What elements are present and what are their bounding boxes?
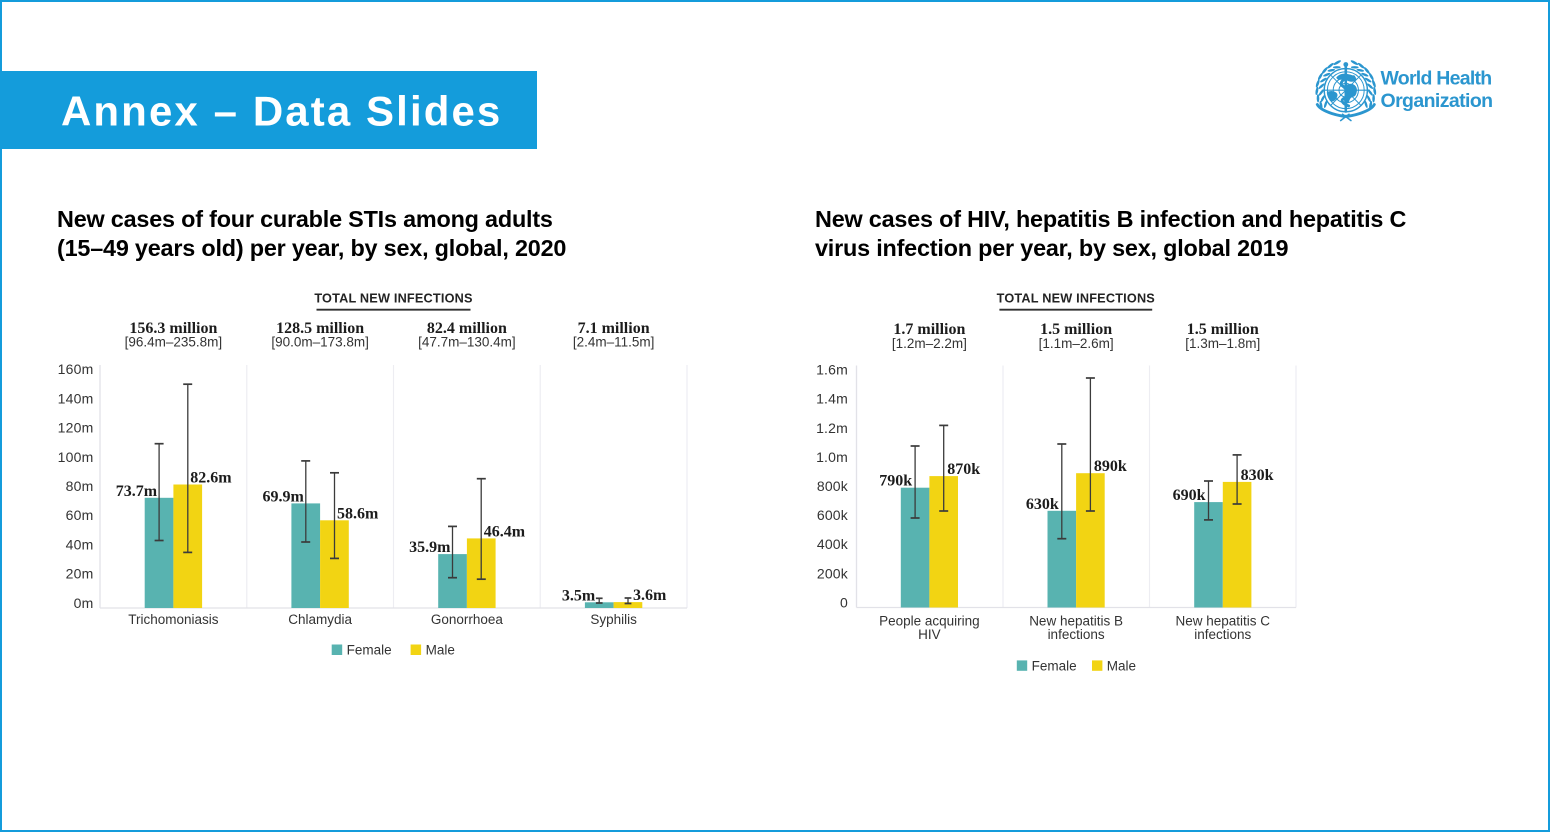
- svg-text:600k: 600k: [817, 507, 849, 523]
- svg-text:120m: 120m: [58, 420, 94, 436]
- svg-text:People acquiring: People acquiring: [879, 613, 980, 628]
- svg-text:[1.3m–1.8m]: [1.3m–1.8m]: [1185, 336, 1260, 351]
- svg-text:3.5m: 3.5m: [562, 587, 596, 604]
- svg-text:630k: 630k: [1026, 496, 1059, 513]
- svg-text:200k: 200k: [817, 565, 849, 581]
- svg-text:infections: infections: [1048, 627, 1105, 642]
- svg-text:Female: Female: [347, 643, 392, 658]
- svg-text:New hepatitis C: New hepatitis C: [1176, 613, 1271, 628]
- svg-text:790k: 790k: [879, 473, 912, 490]
- svg-text:[47.7m–130.4m]: [47.7m–130.4m]: [418, 335, 516, 350]
- svg-text:Trichomoniasis: Trichomoniasis: [128, 612, 219, 627]
- svg-text:35.9m: 35.9m: [409, 539, 451, 556]
- svg-text:830k: 830k: [1241, 467, 1274, 484]
- svg-text:Male: Male: [426, 643, 455, 658]
- svg-text:[1.1m–2.6m]: [1.1m–2.6m]: [1039, 336, 1114, 351]
- svg-text:HIV: HIV: [918, 627, 941, 642]
- svg-text:1.6m: 1.6m: [816, 362, 848, 378]
- svg-text:[96.4m–235.8m]: [96.4m–235.8m]: [125, 335, 223, 350]
- svg-text:New hepatitis B: New hepatitis B: [1029, 613, 1123, 628]
- svg-text:1.5 million: 1.5 million: [1187, 321, 1259, 338]
- svg-text:1.4m: 1.4m: [816, 391, 848, 407]
- svg-text:73.7m: 73.7m: [116, 483, 158, 500]
- svg-text:TOTAL NEW INFECTIONS: TOTAL NEW INFECTIONS: [997, 292, 1155, 306]
- svg-text:World Health: World Health: [1381, 68, 1492, 90]
- svg-text:69.9m: 69.9m: [262, 488, 304, 505]
- svg-text:1.2m: 1.2m: [816, 420, 848, 436]
- svg-text:infections: infections: [1194, 627, 1251, 642]
- svg-text:Organization: Organization: [1381, 90, 1493, 112]
- svg-text:[90.0m–173.8m]: [90.0m–173.8m]: [271, 335, 369, 350]
- svg-text:400k: 400k: [817, 536, 849, 552]
- svg-text:160m: 160m: [58, 361, 94, 377]
- svg-text:TOTAL NEW INFECTIONS: TOTAL NEW INFECTIONS: [314, 292, 472, 306]
- svg-text:Male: Male: [1107, 658, 1136, 673]
- svg-text:20m: 20m: [66, 566, 94, 582]
- svg-text:40m: 40m: [66, 536, 94, 552]
- svg-text:80m: 80m: [66, 478, 94, 494]
- svg-text:140m: 140m: [58, 390, 94, 406]
- svg-text:Syphilis: Syphilis: [590, 612, 637, 627]
- svg-text:128.5 million: 128.5 million: [276, 320, 364, 337]
- svg-text:Gonorrhoea: Gonorrhoea: [431, 612, 504, 627]
- svg-text:890k: 890k: [1094, 458, 1127, 475]
- svg-text:690k: 690k: [1173, 487, 1206, 504]
- svg-text:58.6m: 58.6m: [337, 505, 379, 522]
- svg-text:870k: 870k: [947, 461, 980, 478]
- svg-text:60m: 60m: [66, 507, 94, 523]
- svg-text:[2.4m–11.5m]: [2.4m–11.5m]: [573, 335, 655, 350]
- svg-text:100m: 100m: [58, 449, 94, 465]
- svg-text:0m: 0m: [74, 595, 94, 611]
- svg-text:Female: Female: [1032, 658, 1077, 673]
- svg-text:800k: 800k: [817, 478, 849, 494]
- svg-text:0: 0: [840, 594, 848, 610]
- svg-text:82.6m: 82.6m: [190, 470, 232, 487]
- svg-text:46.4m: 46.4m: [484, 523, 526, 540]
- svg-text:156.3 million: 156.3 million: [129, 320, 217, 337]
- svg-text:82.4 million: 82.4 million: [427, 320, 507, 337]
- svg-text:1.5 million: 1.5 million: [1040, 321, 1112, 338]
- svg-text:1.0m: 1.0m: [816, 449, 848, 465]
- svg-text:7.1 million: 7.1 million: [578, 320, 650, 337]
- svg-text:Chlamydia: Chlamydia: [288, 612, 352, 627]
- svg-text:[1.2m–2.2m]: [1.2m–2.2m]: [892, 336, 967, 351]
- svg-text:3.6m: 3.6m: [633, 587, 667, 604]
- svg-text:1.7 million: 1.7 million: [893, 321, 965, 338]
